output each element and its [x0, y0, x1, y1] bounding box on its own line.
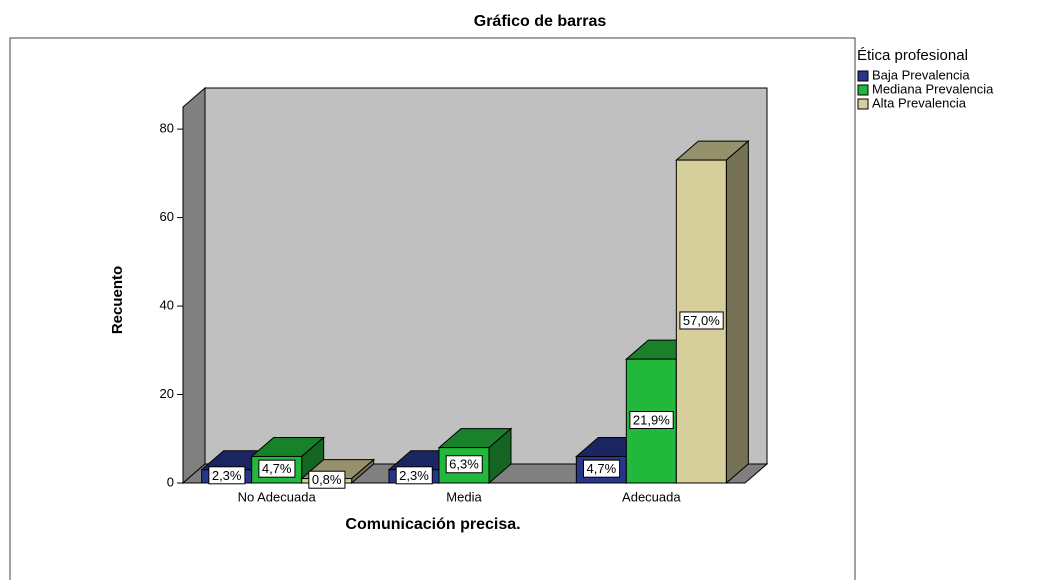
x-tick-label: Adecuada	[622, 489, 681, 504]
chart-title: Gráfico de barras	[474, 13, 607, 30]
value-label: 2,3%	[212, 468, 242, 483]
x-tick-label: No Adecuada	[238, 489, 317, 504]
value-label-box	[208, 466, 246, 485]
value-label: 6,3%	[449, 457, 479, 472]
legend-swatch	[857, 70, 869, 82]
x-tick-label: Media	[446, 489, 482, 504]
y-tick-label: 80	[160, 121, 174, 136]
side-wall	[182, 86, 206, 485]
value-label-box	[258, 459, 296, 478]
value-label-box	[583, 459, 621, 478]
y-tick-label: 40	[160, 297, 174, 312]
value-label: 21,9%	[633, 413, 670, 428]
bar-side	[725, 139, 749, 485]
value-label-box	[308, 470, 346, 489]
legend-label: Mediana Prevalencia	[872, 81, 994, 96]
value-label: 2,3%	[399, 468, 429, 483]
value-label: 4,7%	[587, 461, 617, 476]
value-label: 4,7%	[262, 461, 292, 476]
y-axis-title: Recuento	[109, 266, 126, 334]
y-tick-label: 20	[160, 386, 174, 401]
legend-swatch	[857, 98, 869, 110]
legend-label: Baja Prevalencia	[872, 67, 970, 82]
legend-label: Alta Prevalencia	[872, 95, 967, 110]
value-label-box	[445, 455, 483, 474]
legend-swatch	[857, 84, 869, 96]
y-tick-label: 60	[160, 209, 174, 224]
value-label-box	[679, 311, 724, 330]
value-label: 0,8%	[312, 472, 342, 487]
y-tick-label: 0	[167, 474, 174, 489]
legend-title: Ética profesional	[857, 47, 968, 64]
value-label-box	[395, 466, 433, 485]
value-label-box	[629, 411, 674, 430]
value-label: 57,0%	[683, 313, 720, 328]
x-axis-title: Comunicación precisa.	[345, 516, 520, 533]
